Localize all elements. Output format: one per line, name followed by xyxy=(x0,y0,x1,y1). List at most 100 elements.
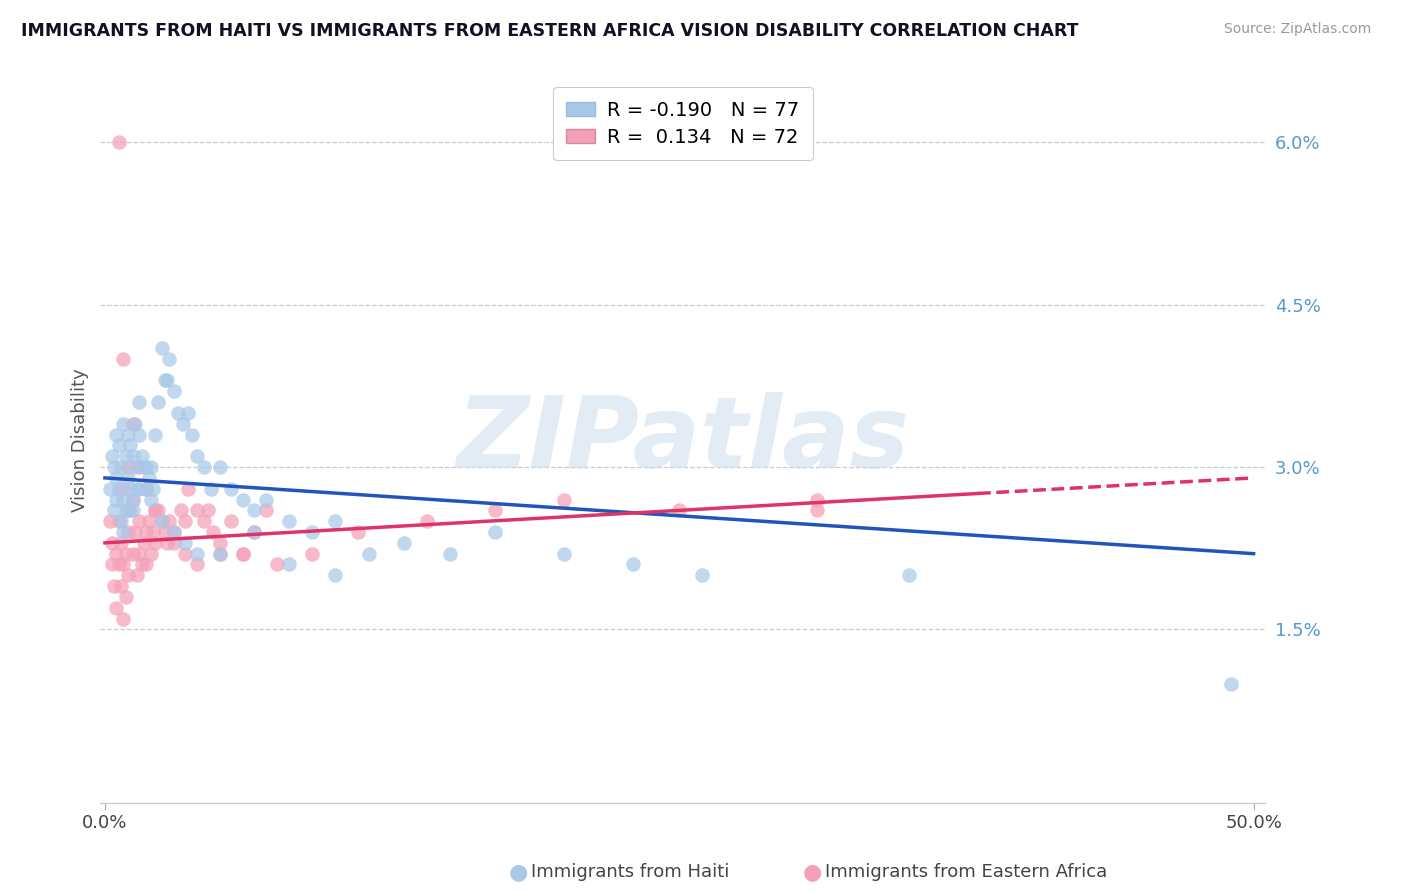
Point xyxy=(301,524,323,539)
Y-axis label: Vision Disability: Vision Disability xyxy=(72,368,89,512)
Point xyxy=(174,514,197,528)
Point xyxy=(186,547,208,561)
Point xyxy=(110,579,132,593)
Point xyxy=(176,406,198,420)
Point xyxy=(193,514,215,528)
Point xyxy=(139,460,162,475)
Point xyxy=(170,503,193,517)
Point xyxy=(153,524,176,539)
Point xyxy=(128,427,150,442)
Point xyxy=(163,524,186,539)
Point xyxy=(117,427,139,442)
Point xyxy=(132,536,155,550)
Point xyxy=(668,503,690,517)
Legend: R = -0.190   N = 77, R =  0.134   N = 72: R = -0.190 N = 77, R = 0.134 N = 72 xyxy=(553,87,813,161)
Point xyxy=(359,547,381,561)
Point xyxy=(277,514,299,528)
Point xyxy=(107,558,129,572)
Point xyxy=(128,547,150,561)
Point xyxy=(553,492,575,507)
Point xyxy=(124,460,146,475)
Point xyxy=(117,471,139,485)
Point xyxy=(208,547,231,561)
Point xyxy=(114,449,136,463)
Point xyxy=(114,503,136,517)
Point xyxy=(145,536,167,550)
Point xyxy=(112,524,135,539)
Point xyxy=(193,460,215,475)
Point xyxy=(135,460,157,475)
Point xyxy=(301,547,323,561)
Point xyxy=(806,492,828,507)
Point xyxy=(132,460,155,475)
Point xyxy=(103,579,125,593)
Point xyxy=(243,503,266,517)
Point xyxy=(135,524,157,539)
Point xyxy=(121,547,143,561)
Point xyxy=(208,547,231,561)
Point xyxy=(277,558,299,572)
Point xyxy=(124,524,146,539)
Point xyxy=(138,471,160,485)
Point xyxy=(150,341,173,355)
Point xyxy=(176,482,198,496)
Point xyxy=(156,374,179,388)
Point xyxy=(266,558,288,572)
Point xyxy=(146,503,169,517)
Point xyxy=(107,482,129,496)
Text: Immigrants from Haiti: Immigrants from Haiti xyxy=(531,863,730,881)
Point xyxy=(553,547,575,561)
Point xyxy=(127,568,149,582)
Point xyxy=(103,460,125,475)
Point xyxy=(254,503,277,517)
Point xyxy=(139,547,162,561)
Point xyxy=(124,417,146,431)
Point xyxy=(163,536,186,550)
Text: Immigrants from Eastern Africa: Immigrants from Eastern Africa xyxy=(825,863,1108,881)
Point xyxy=(1219,676,1241,690)
Point xyxy=(112,351,135,366)
Point xyxy=(232,492,254,507)
Text: ●: ● xyxy=(803,863,823,882)
Point xyxy=(145,503,167,517)
Point xyxy=(146,395,169,409)
Point xyxy=(128,482,150,496)
Point xyxy=(201,524,224,539)
Point xyxy=(167,406,190,420)
Point xyxy=(690,568,713,582)
Point xyxy=(181,427,204,442)
Point xyxy=(120,438,142,452)
Point xyxy=(105,547,128,561)
Point xyxy=(112,417,135,431)
Point xyxy=(197,503,219,517)
Point xyxy=(150,514,173,528)
Point xyxy=(105,471,128,485)
Point xyxy=(139,492,162,507)
Point xyxy=(323,514,346,528)
Point xyxy=(806,503,828,517)
Point xyxy=(117,568,139,582)
Point xyxy=(121,417,143,431)
Point xyxy=(110,460,132,475)
Point xyxy=(243,524,266,539)
Point xyxy=(128,395,150,409)
Point xyxy=(101,536,124,550)
Point xyxy=(107,514,129,528)
Point xyxy=(484,503,506,517)
Point xyxy=(101,558,124,572)
Point xyxy=(439,547,461,561)
Point xyxy=(135,558,157,572)
Point xyxy=(172,417,194,431)
Point xyxy=(208,460,231,475)
Point xyxy=(150,514,173,528)
Point xyxy=(153,374,176,388)
Point xyxy=(121,492,143,507)
Point xyxy=(105,492,128,507)
Point xyxy=(145,503,167,517)
Point xyxy=(346,524,368,539)
Point xyxy=(186,503,208,517)
Point xyxy=(163,384,186,399)
Point xyxy=(131,558,153,572)
Point xyxy=(200,482,222,496)
Point xyxy=(221,514,243,528)
